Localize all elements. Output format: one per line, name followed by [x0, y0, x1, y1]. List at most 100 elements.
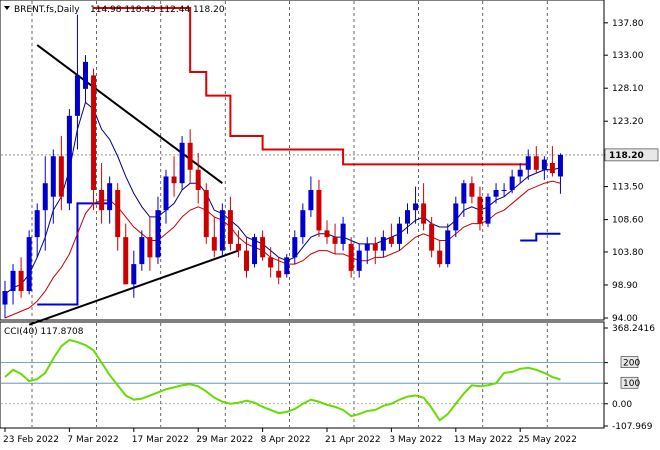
current-price-tag: 118.20: [604, 148, 659, 162]
candle-body: [211, 237, 217, 251]
candle-body: [533, 156, 539, 170]
time-tick-label: 25 May 2022: [518, 435, 577, 445]
cci-panel: [0, 321, 605, 429]
candle-body: [147, 237, 153, 258]
candle-body: [340, 223, 346, 244]
price-tick-label: 108.60: [612, 216, 644, 226]
candle-body: [308, 189, 314, 211]
candle-body: [235, 243, 241, 251]
candle-body: [91, 75, 97, 190]
candle-body: [66, 115, 72, 204]
moving-averages: [4, 101, 561, 319]
time-tick-label: 17 Mar 2022: [132, 435, 189, 445]
cci-line: [4, 338, 561, 422]
candle-body: [99, 189, 105, 211]
candle-body: [115, 189, 121, 238]
candle-body: [276, 270, 282, 278]
ohlc-readout: 114.98 118.43 112.44 118.20: [90, 5, 225, 15]
candle-body: [477, 196, 483, 224]
candle-body: [388, 237, 394, 244]
candle-body: [405, 210, 410, 224]
candle-body: [171, 176, 177, 184]
candle-body: [139, 237, 145, 265]
candle-body: [469, 183, 475, 197]
price-axis: 137.80 133.00 128.10 123.20 118.20 113.50 108.…: [604, 19, 644, 324]
candle-body: [292, 237, 298, 258]
candle-body: [372, 243, 378, 251]
candle-body: [203, 189, 209, 238]
time-tick-label: 21 Apr 2022: [325, 435, 381, 445]
price-tick-label: 137.80: [612, 19, 644, 29]
symbol-label: BRENT.fs,Daily: [14, 5, 80, 15]
candle-body: [541, 159, 547, 170]
time-tick-label: 7 Mar 2022: [67, 435, 118, 445]
candle-body: [356, 250, 362, 271]
time-tick-label: 29 Mar 2022: [196, 435, 253, 445]
cci-tick-label: 200: [623, 359, 640, 369]
candle-body: [509, 176, 515, 190]
candle-body: [42, 183, 48, 211]
candle-body: [461, 183, 467, 204]
candle-body: [227, 210, 233, 244]
candle-body: [557, 154, 563, 177]
candle-body: [437, 250, 443, 265]
candle-body: [34, 210, 40, 238]
time-tick-label: 8 Apr 2022: [261, 435, 311, 445]
candle-body: [10, 270, 16, 292]
candle-body: [260, 237, 266, 258]
price-tick-label: 94.00: [612, 314, 638, 324]
candle-body: [74, 75, 80, 116]
candle-body: [525, 156, 531, 170]
candle-body: [131, 264, 137, 285]
candle-body: [50, 156, 56, 197]
candle-body: [364, 243, 370, 251]
candle-body: [58, 156, 64, 197]
cci-tick-label: -107.969: [612, 422, 653, 432]
candle-body: [284, 257, 290, 275]
price-tick-label: 103.80: [612, 248, 644, 258]
candle-body: [26, 237, 32, 292]
candle-body: [493, 189, 499, 197]
candle-body: [324, 230, 330, 238]
candle-body: [348, 243, 354, 271]
candle-body: [396, 223, 402, 244]
candle-body: [429, 223, 435, 251]
candle-body: [244, 250, 249, 271]
price-tick-label: 98.90: [612, 281, 638, 291]
candle-body: [18, 270, 24, 292]
candle-body: [187, 142, 193, 170]
slow-moving-average: [4, 180, 561, 319]
candle-body: [155, 210, 161, 258]
candle-body: [123, 237, 129, 285]
candle-body: [300, 210, 306, 238]
support-stop-line: [520, 232, 561, 242]
collapse-arrow-icon[interactable]: [4, 6, 10, 10]
cci-tick-label: 368.2416: [612, 324, 655, 334]
cci-level-tag: [620, 376, 639, 389]
candle-body: [445, 230, 451, 265]
candle-body: [83, 61, 88, 89]
candle-body: [501, 189, 507, 191]
cci-label: CCI(40) 117.8708: [4, 327, 84, 337]
time-axis: 23 Feb 2022 7 Mar 2022 17 Mar 2022 29 Mar 2…: [3, 428, 577, 445]
price-tick-label: 123.20: [612, 117, 644, 127]
cci-level-tag: [620, 356, 639, 368]
price-tick-label: 113.50: [612, 183, 644, 193]
candle-body: [2, 291, 8, 305]
resistance-stop-line: [93, 7, 529, 166]
candle-body: [163, 176, 169, 211]
cci-axis: 368.2416 200 100 0.00 -107.969: [604, 324, 655, 432]
cci-series: [4, 338, 561, 422]
candle-body: [219, 210, 225, 251]
time-tick-label: 13 May 2022: [454, 435, 513, 445]
candle-body: [179, 142, 185, 184]
vertical-grid: [1, 1, 603, 427]
cci-tick-label: 100: [623, 379, 640, 389]
candle-body: [380, 237, 386, 251]
candle-body: [332, 237, 338, 244]
candle-body: [107, 183, 113, 211]
cci-tick-label: 0.00: [612, 400, 632, 410]
time-tick-label: 3 May 2022: [389, 435, 442, 445]
candle-body: [517, 169, 523, 177]
